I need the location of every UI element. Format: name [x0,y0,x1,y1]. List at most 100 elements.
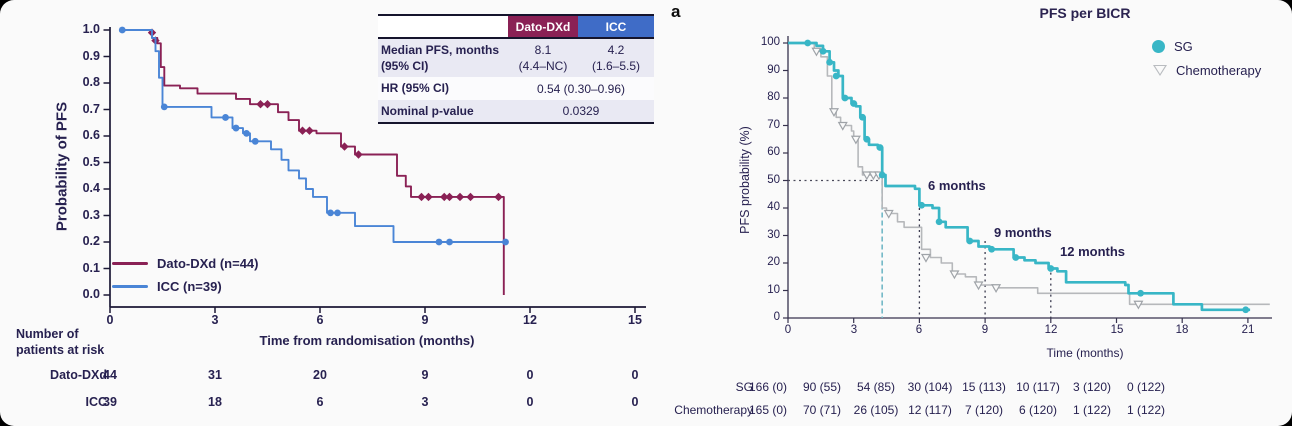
left-x-tick-label: 15 [628,313,642,327]
right-y-tick-label: 100 [760,36,780,48]
left-risk-value: 39 [103,395,117,409]
left-y-axis-title: Probability of PFS [53,101,71,232]
left-y-tick-label: 0.1 [82,261,100,275]
right-legend-item-chemo: Chemotherapy [1153,63,1261,78]
right-risk-value: 1 (122) [1126,403,1166,417]
stats-header-dato: Dato-DXd [508,16,578,37]
left-risk-title-line1: Number of [16,327,79,341]
panel-label-a: a [671,2,681,21]
right-risk-value: 7 (120) [964,403,1004,417]
right-x-tick-label: 0 [784,324,792,336]
month-annotation: 12 months [1060,244,1126,259]
pvalue-label: Nominal p-value [381,103,474,118]
right-legend-label-sg: SG [1174,39,1193,54]
left-x-tick-label: 12 [523,313,537,327]
right-x-tick-label: 21 [1241,324,1255,336]
left-risk-value: 31 [208,368,222,382]
right-chart-title: PFS per BICR [1039,5,1131,21]
left-y-tick-label: 0.6 [82,128,100,142]
left-y-tick-label: 0.2 [82,234,100,248]
median-pfs-icc-value: 4.2 [607,42,625,57]
left-legend-label-dato: Dato-DXd (n=44) [157,256,259,271]
right-risk-row-label-chemo: Chemotherapy [674,403,753,417]
right-y-axis-title: PFS probability (%) [738,126,752,234]
right-risk-value: 6 (120) [1018,403,1058,417]
left-risk-value: 0 [631,395,639,409]
right-risk-value: 12 (117) [908,403,952,417]
left-risk-value: 0 [526,368,534,382]
left-y-tick-label: 0.3 [82,208,100,222]
left-risk-value: 3 [421,395,429,409]
right-legend-label-chemo: Chemotherapy [1176,63,1262,78]
left-y-tick-label: 1.0 [82,22,100,36]
left-x-tick-label: 0 [106,313,114,327]
stats-table-header: Dato-DXd ICC [378,14,654,39]
hr-label: HR (95% CI) [381,81,450,96]
right-risk-value: 3 (120) [1072,380,1112,394]
icc-line-swatch-icon [112,285,148,288]
right-risk-value: 26 (105) [853,403,899,417]
hr-value: 0.54 (0.30–0.96) [536,81,626,96]
right-x-tick-label: 15 [1110,324,1124,336]
right-risk-value: 166 (0) [748,380,788,394]
sg-circle-icon [1152,40,1165,53]
left-risk-value: 0 [631,368,639,382]
left-risk-value: 44 [103,368,117,382]
right-risk-value: 1 (122) [1072,403,1112,417]
left-y-tick-label: 0.5 [82,155,100,169]
chemo-triangle-down-icon [1153,65,1167,76]
right-y-tick-label: 80 [767,91,780,103]
right-y-tick-label: 0 [773,311,780,323]
left-risk-value: 9 [421,368,429,382]
right-x-tick-label: 12 [1044,324,1058,336]
right-y-tick-label: 30 [767,229,780,241]
right-x-tick-label: 6 [915,324,923,336]
right-x-tick-label: 18 [1175,324,1189,336]
stats-row-median: Median PFS, months (95% CI) 8.1 (4.4–NC)… [378,39,654,77]
median-pfs-icc-ci: (1.6–5.5) [591,59,641,73]
month-annotation: 9 months [994,225,1052,240]
left-legend-label-icc: ICC (n=39) [157,279,222,294]
left-risk-row-label-dato: Dato-DXd [50,368,107,382]
right-risk-value: 90 (55) [802,380,842,394]
right-risk-value: 165 (0) [748,403,788,417]
left-y-tick-label: 0.0 [82,287,100,301]
left-legend-item-icc: ICC (n=39) [112,279,222,294]
median-pfs-label-line1: Median PFS, months [381,42,500,57]
right-y-tick-label: 70 [767,119,780,131]
stats-header-icc: ICC [578,16,654,37]
right-x-tick-label: 9 [981,324,989,336]
left-x-tick-label: 9 [421,313,429,327]
left-y-tick-label: 0.8 [82,75,100,89]
stats-table: Dato-DXd ICC Median PFS, months (95% CI)… [378,14,654,124]
right-y-tick-label: 40 [767,201,780,213]
left-legend-item-dato: Dato-DXd (n=44) [112,256,258,271]
right-x-axis-title: Time (months) [1046,346,1124,360]
left-y-tick-label: 0.7 [82,102,100,116]
right-risk-value: 0 (122) [1126,380,1166,394]
left-risk-value: 20 [313,368,327,382]
left-x-axis-title: Time from randomisation (months) [259,333,475,348]
right-y-tick-label: 60 [767,146,780,158]
stats-header-blank [378,16,508,37]
dato-line-swatch-icon [112,262,148,265]
stats-row-pvalue: Nominal p-value 0.0329 [378,100,654,122]
right-legend-item-sg: SG [1152,39,1193,54]
left-y-tick-label: 0.9 [82,49,100,63]
left-risk-value: 0 [526,395,534,409]
left-risk-row-label-icc: ICC [85,395,107,409]
month-annotation: 6 months [928,178,986,193]
right-y-tick-label: 50 [767,174,780,186]
stats-row-hr: HR (95% CI) 0.54 (0.30–0.96) [378,77,654,100]
right-y-tick-label: 90 [767,64,780,76]
left-x-tick-label: 3 [211,313,219,327]
left-y-tick-label: 0.4 [82,181,100,195]
median-pfs-label-line2: (95% CI) [381,59,429,73]
left-risk-value: 6 [316,395,324,409]
left-x-tick-label: 6 [316,313,324,327]
right-risk-value: 30 (104) [907,380,953,394]
right-y-tick-label: 10 [767,284,780,296]
right-risk-value: 54 (85) [856,380,896,394]
